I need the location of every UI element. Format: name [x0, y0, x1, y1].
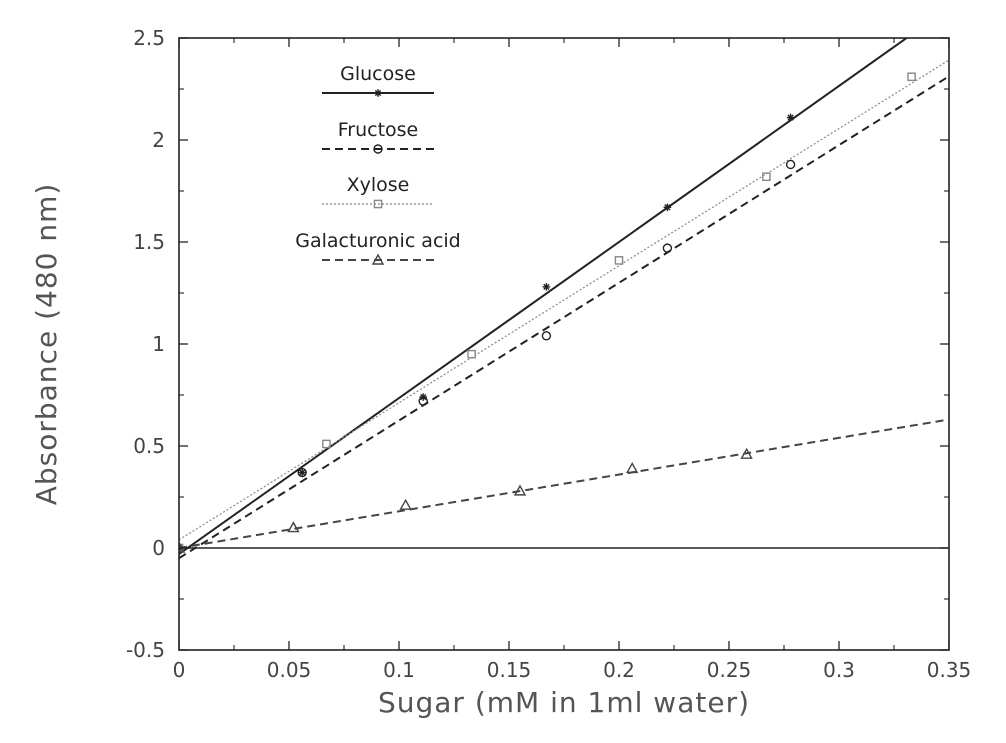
point-circle	[785, 159, 796, 170]
data-point-square	[467, 349, 476, 359]
legend-entry-galacturonic-acid: Galacturonic acid	[295, 230, 461, 265]
data-point-star	[298, 468, 306, 477]
x-tick-label: 0.1	[383, 658, 415, 682]
data-point-triangle	[626, 461, 639, 474]
fit-line	[179, 418, 949, 549]
plot-frame	[178, 37, 950, 651]
point-circle	[418, 396, 428, 406]
data-point-circle	[373, 144, 383, 154]
x-tick-label: 0	[173, 658, 186, 682]
x-tick-label: 0.05	[267, 658, 312, 682]
point-circle	[541, 331, 552, 341]
legend-label: Glucose	[340, 63, 416, 85]
data-point-circle	[418, 396, 428, 406]
legend-label: Fructose	[338, 119, 419, 141]
fit-line	[179, 59, 949, 541]
fit-line	[179, 38, 909, 555]
data-point-square	[907, 72, 916, 82]
series-glucose	[179, 38, 909, 555]
x-tick-label: 0.15	[487, 658, 532, 682]
fit-line	[179, 75, 949, 560]
x-tick-label: 0.2	[603, 658, 635, 682]
point-square	[467, 349, 476, 359]
data-point-square	[614, 256, 624, 265]
data-point-circle	[297, 467, 307, 478]
point-star-stroke	[787, 114, 794, 121]
point-triangle	[740, 447, 753, 459]
x-axis-title: Sugar (mM in 1ml water)	[378, 686, 750, 719]
data-point-square	[373, 199, 383, 209]
y-tick-label: 0	[152, 536, 165, 560]
point-star-stroke	[299, 469, 306, 476]
data-point-circle	[541, 331, 552, 341]
x-tick-label: 0.25	[707, 658, 752, 682]
series-fructose	[179, 75, 949, 560]
legend-label: Galacturonic acid	[295, 230, 460, 252]
data-point-triangle	[399, 498, 412, 510]
data-point-triangle	[287, 521, 300, 533]
data-point-circle	[662, 243, 673, 253]
y-tick-label: 2	[152, 128, 165, 152]
point-square	[373, 199, 383, 209]
data-point-triangle	[371, 253, 385, 265]
y-tick-label: 1.5	[133, 230, 165, 254]
point-circle	[662, 243, 673, 253]
point-triangle	[513, 484, 527, 496]
legend-label: Xylose	[347, 174, 410, 196]
point-square	[762, 172, 771, 182]
point-star-stroke	[179, 547, 183, 552]
data-point-square	[322, 439, 331, 449]
point-star-stroke	[664, 204, 671, 211]
point-circle	[373, 144, 383, 154]
point-triangle	[626, 461, 639, 474]
data-point-star	[663, 203, 672, 212]
y-tick-label: 0.5	[133, 434, 165, 458]
series-xylose	[179, 59, 949, 553]
y-tick-label: 2.5	[133, 26, 165, 50]
series-galacturonic-acid	[179, 418, 949, 553]
legend-entry-xylose: Xylose	[322, 174, 434, 209]
point-square	[907, 72, 916, 82]
point-star-stroke	[374, 89, 382, 97]
point-square	[322, 439, 331, 449]
y-tick-label: -0.5	[126, 638, 165, 662]
axis-layer: -0.5 0 0.5 1 1.5 2 2.5 0 0.05 0.1 0.15 0.2 0.25 0.3 0.…	[126, 26, 971, 682]
data-point-star	[374, 89, 382, 97]
plot-layer	[179, 38, 949, 560]
point-triangle	[287, 521, 300, 533]
legend-entry-glucose: Glucose	[322, 63, 434, 97]
data-point-star	[542, 283, 551, 291]
data-point-triangle	[513, 484, 527, 496]
data-point-triangle	[740, 447, 753, 459]
legend: Glucose Fructose Xylose Galacturonic acid	[295, 63, 461, 265]
y-axis-title: Absorbance (480 nm)	[30, 183, 63, 506]
point-triangle	[371, 253, 385, 265]
data-point-circle	[785, 159, 796, 170]
y-tick-label: 1	[152, 332, 165, 356]
data-point-star	[786, 113, 795, 122]
point-triangle	[399, 498, 412, 510]
x-tick-label: 0.35	[927, 658, 972, 682]
data-point-square	[762, 172, 771, 182]
point-star-stroke	[543, 283, 550, 291]
x-tick-label: 0.3	[823, 658, 855, 682]
legend-entry-fructose: Fructose	[322, 119, 434, 154]
point-square	[614, 256, 624, 265]
point-circle	[297, 467, 307, 478]
